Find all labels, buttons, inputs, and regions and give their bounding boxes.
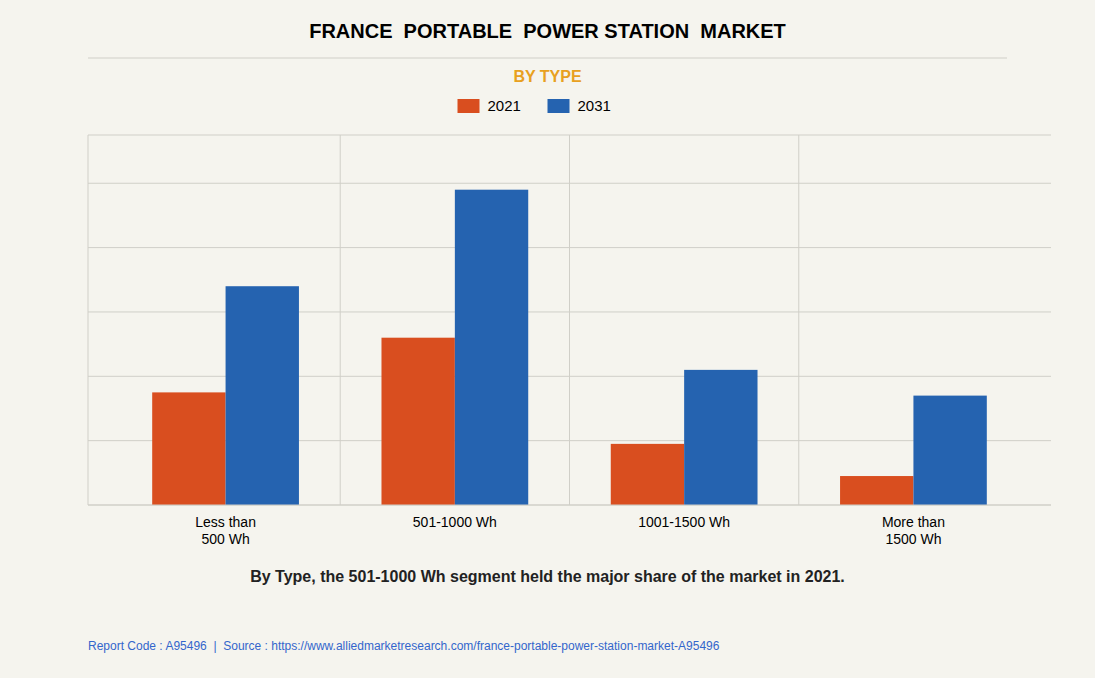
title: FRANCE PORTABLE POWER STATION MARKET	[309, 20, 786, 42]
legend-label: 2021	[488, 97, 521, 114]
note: By Type, the 501-1000 Wh segment held th…	[250, 568, 845, 585]
x-tick-label-line: Less than	[195, 514, 256, 530]
bars	[152, 190, 987, 505]
grid-line	[88, 505, 1051, 506]
legend: 2021 2031	[458, 97, 611, 114]
bar	[381, 338, 454, 505]
legend-swatch	[458, 99, 480, 113]
x-tick-label-line: 500 Wh	[201, 531, 249, 547]
chart-container: FRANCE PORTABLE POWER STATION MARKET BY T…	[0, 0, 1095, 678]
bar	[840, 476, 913, 505]
x-tick-label: Less than500 Wh	[195, 514, 256, 547]
group-separator	[798, 135, 799, 505]
x-tick-label-line: 1001-1500 Wh	[638, 514, 730, 530]
x-tick-label-line: More than	[882, 514, 945, 530]
bar	[226, 286, 299, 505]
subtitle: BY TYPE	[513, 68, 582, 85]
plot-top-edge	[88, 135, 1051, 136]
baseline	[88, 505, 1051, 506]
x-tick-label-line: 501-1000 Wh	[413, 514, 497, 530]
group-separator	[340, 135, 341, 505]
bar	[913, 396, 986, 505]
grid	[88, 135, 1051, 505]
x-tick-label-line: 1500 Wh	[885, 531, 941, 547]
bar	[611, 444, 684, 505]
x-tick-label: More than1500 Wh	[882, 514, 945, 547]
background	[0, 0, 1095, 678]
title-rule	[88, 58, 1007, 59]
x-tick-label: 1001-1500 Wh	[638, 514, 730, 530]
source: Report Code : A95496 | Source : https://…	[88, 639, 720, 653]
legend-swatch	[548, 99, 570, 113]
bar	[684, 370, 757, 505]
group-separator	[569, 135, 570, 505]
x-tick-label: 501-1000 Wh	[413, 514, 497, 530]
bar	[455, 190, 528, 505]
bar	[152, 392, 225, 505]
legend-label: 2031	[578, 97, 611, 114]
y-axis-line	[88, 135, 89, 505]
chart-svg: FRANCE PORTABLE POWER STATION MARKET BY T…	[0, 0, 1095, 678]
